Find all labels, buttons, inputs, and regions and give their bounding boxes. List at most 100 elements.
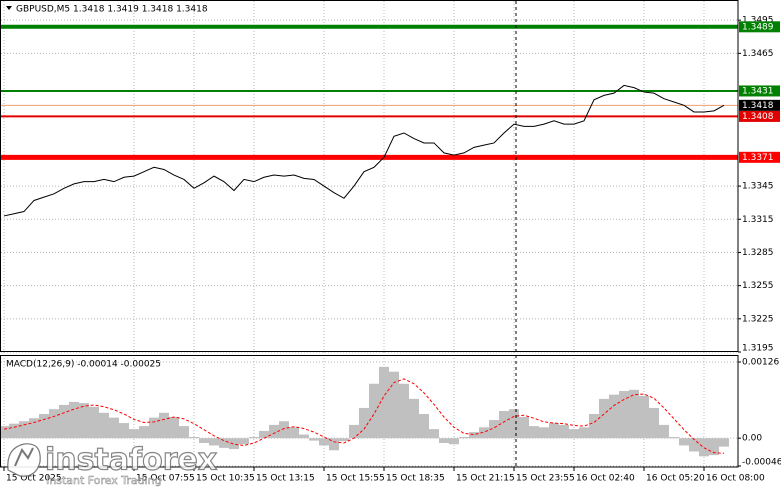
axis: 1.3495 1.3465 1.3345 1.3315 1.3285 1.3255 1.32… xyxy=(3,16,781,484)
macd-bar xyxy=(689,438,699,452)
macd-bar xyxy=(579,427,589,439)
macd-bar xyxy=(649,407,659,439)
level-label-box xyxy=(739,85,780,97)
macd-bar xyxy=(659,424,669,439)
macd-bar xyxy=(409,398,419,439)
y-tick-label: 1.3345 xyxy=(742,182,774,192)
macd-bar xyxy=(169,417,179,439)
macd-bar xyxy=(419,414,429,439)
y-tick-label: 1.3315 xyxy=(742,215,774,225)
macd-bar xyxy=(459,436,469,439)
macd-bar xyxy=(569,429,579,439)
plot xyxy=(0,24,738,457)
last-price-label: 1.3418 xyxy=(742,101,774,111)
x-tick-label: 15 Oct 18:35 xyxy=(386,474,445,484)
symbol-menu-icon xyxy=(6,6,12,10)
macd-bar xyxy=(129,429,139,439)
macd-bar xyxy=(519,417,529,439)
macd-bar xyxy=(709,438,719,456)
macd-title: MACD(12,26,9) -0.00014 -0.00025 xyxy=(6,360,161,370)
macd-bar xyxy=(389,371,399,439)
x-tick-label: 15 Oct 21:15 xyxy=(456,474,515,484)
price-panel-frame xyxy=(0,0,739,352)
macd-bar xyxy=(109,417,119,439)
macd-panel-frame xyxy=(0,355,739,468)
last-price-box xyxy=(739,99,780,111)
price-line xyxy=(3,84,725,217)
macd-bar xyxy=(479,427,489,439)
signal-line xyxy=(3,378,725,454)
macd-bar xyxy=(0,426,9,439)
macd-bar xyxy=(299,434,309,439)
macd-bar xyxy=(189,436,199,439)
macd-bar xyxy=(179,426,189,439)
macd-bar xyxy=(499,410,509,439)
macd-bar xyxy=(599,398,609,439)
macd-bar xyxy=(209,438,219,446)
macd-bar xyxy=(349,424,359,439)
level-label-box xyxy=(739,21,780,33)
macd-bar xyxy=(99,412,109,439)
macd-bar xyxy=(369,383,379,439)
macd-bar xyxy=(439,438,449,444)
macd-bar xyxy=(559,424,569,439)
y-tick-label: 0.00 xyxy=(742,434,762,444)
level-label: 1.3408 xyxy=(742,112,774,122)
level-label-box xyxy=(739,151,780,163)
level-label: 1.3489 xyxy=(742,22,774,32)
macd-bar xyxy=(159,412,169,439)
x-tick-label: 16 Oct 02:40 xyxy=(576,474,635,484)
macd-bar xyxy=(259,430,269,439)
x-tick-label: 15 Oct 2025 xyxy=(6,474,62,484)
macd-bar xyxy=(359,407,369,439)
macd-bar xyxy=(39,414,49,439)
macd-bar xyxy=(9,423,19,439)
macd-bar xyxy=(529,426,539,439)
x-tick-label: 15 Oct 23:55 xyxy=(516,474,575,484)
macd-bar xyxy=(119,423,129,439)
macd-bar xyxy=(69,401,79,439)
x-tick-label: 15 Oct 15:55 xyxy=(326,474,385,484)
x-tick-label: 15 Oct 13:15 xyxy=(256,474,315,484)
x-tick-label: 16 Oct 08:00 xyxy=(706,474,765,484)
macd-bar xyxy=(229,438,239,450)
macd-bar xyxy=(629,389,639,439)
level-label: 1.3431 xyxy=(742,86,774,96)
macd-bar xyxy=(669,436,679,439)
chart-title: GBPUSD,M5 1.3418 1.3419 1.3418 1.3418 xyxy=(16,5,208,15)
macd-bar xyxy=(589,414,599,439)
y-tick-label: 1.3255 xyxy=(742,281,774,291)
macd-bar xyxy=(399,383,409,439)
macd-bar xyxy=(279,421,289,439)
macd-bar xyxy=(679,438,689,446)
watermark: instaforex Instant Forex Trading xyxy=(7,442,218,487)
macd-bar xyxy=(269,424,279,439)
x-tick-label: 15 Oct 07:55 xyxy=(136,474,195,484)
x-tick-label: 16 Oct 05:20 xyxy=(646,474,705,484)
macd-bar xyxy=(289,427,299,439)
macd-bar xyxy=(219,438,229,448)
macd-bar xyxy=(309,438,319,441)
macd-bar xyxy=(449,438,459,445)
y-tick-label: 1.3225 xyxy=(742,314,774,324)
level-label: 1.3371 xyxy=(742,153,774,163)
macd-bar xyxy=(619,391,629,439)
macd-bar xyxy=(429,429,439,439)
macd-bar xyxy=(609,394,619,439)
macd-bar xyxy=(149,417,159,439)
grid xyxy=(1,1,738,467)
macd-bar xyxy=(19,421,29,439)
watermark-logo-mark xyxy=(14,447,34,467)
macd-bar xyxy=(319,438,329,446)
y-tick-label: 1.3495 xyxy=(742,16,774,26)
macd-bar xyxy=(379,366,389,439)
macd-bar xyxy=(79,403,89,439)
macd-bar xyxy=(239,438,249,445)
y-tick-label: -0.00046 xyxy=(742,458,781,468)
macd-bar xyxy=(539,427,549,439)
macd-bar xyxy=(469,432,479,439)
macd-bar xyxy=(59,404,69,439)
macd-bar xyxy=(549,423,559,439)
x-tick-label: 15 Oct 10:35 xyxy=(196,474,255,484)
